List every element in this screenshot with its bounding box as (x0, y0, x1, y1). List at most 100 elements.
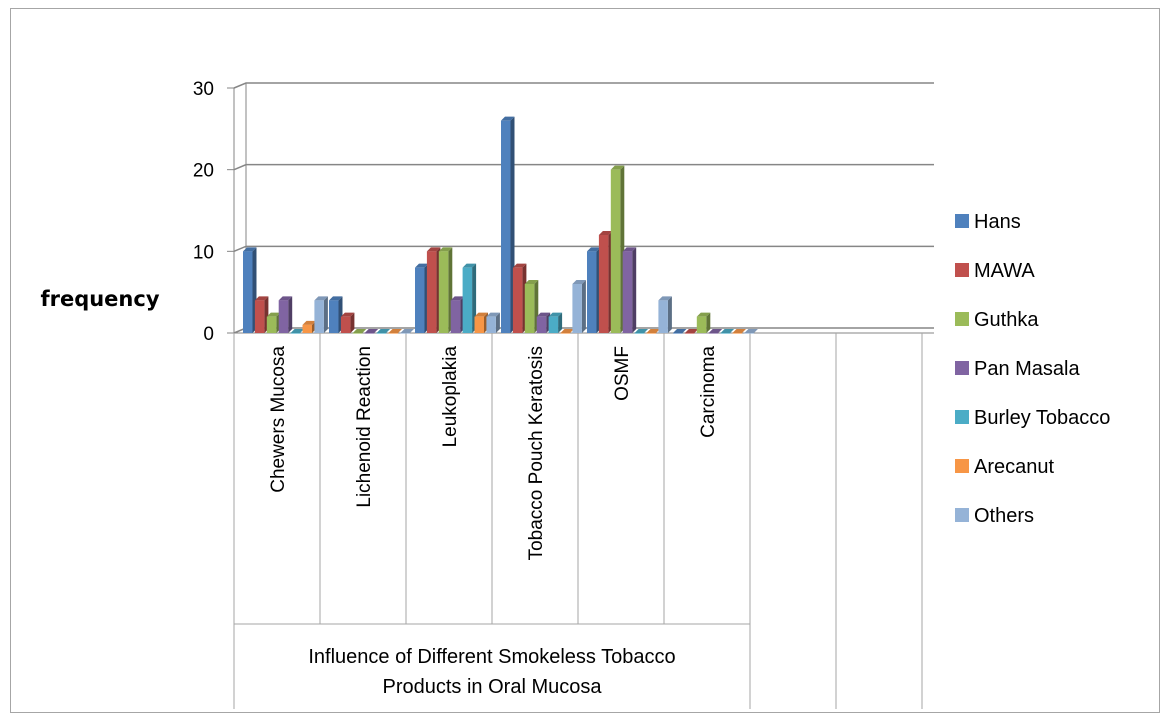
legend-swatch-pan-masala (955, 361, 969, 375)
bar-pan-masala-5 (622, 251, 633, 333)
bar-mawa-1 (254, 300, 265, 333)
bar-others-6-top (744, 329, 758, 333)
bar-burley-tobacco-4-side (558, 312, 563, 333)
bar-guthka-3 (438, 251, 449, 333)
bar-burley-tobacco-6-top (720, 329, 735, 333)
legend-label-mawa: MAWA (974, 260, 1035, 282)
x-tick-label-6: Carcinoma (698, 346, 719, 438)
bar-arecanut-1-top (302, 320, 316, 325)
bar-guthka-2-top (352, 329, 367, 333)
bar-mawa-4-top (512, 263, 527, 268)
bar-arecanut-2-top (388, 329, 402, 333)
bar-pan-masala-1-side (288, 296, 293, 333)
x-tick-label-4: Tobacco Pouch Keratosis (526, 346, 547, 560)
bar-arecanut-6-top (732, 329, 746, 333)
y-axis-title: frequency (40, 287, 159, 311)
bar-burley-tobacco-3 (462, 267, 473, 333)
bar-mawa-1-top (254, 296, 269, 301)
bar-guthka-5-top (610, 165, 625, 170)
bar-mawa-2-top (340, 312, 355, 317)
bar-guthka-1 (266, 316, 277, 333)
bar-hans-3-top (415, 263, 429, 268)
bar-burley-tobacco-2-top (376, 329, 391, 333)
legend-swatch-burley-tobacco (955, 410, 969, 424)
legend-label-hans: Hans (974, 211, 1021, 233)
bar-guthka-2 (352, 333, 363, 334)
x-group-label-line-1: Influence of Different Smokeless Tobacco (308, 646, 675, 668)
bar-burley-tobacco-2 (376, 333, 387, 334)
x-tick-label-5: OSMF (612, 346, 633, 401)
legend-label-others: Others (974, 505, 1034, 527)
bar-pan-masala-5-side (632, 247, 637, 333)
bar-pan-masala-4-top (536, 312, 551, 317)
bar-burley-tobacco-5-top (634, 329, 649, 333)
bar-others-1-side (323, 296, 328, 333)
bar-mawa-5 (598, 235, 609, 333)
chart-frame (10, 8, 1160, 713)
bar-pan-masala-6-top (708, 329, 723, 333)
bar-burley-tobacco-3-side (472, 263, 477, 333)
legend-swatch-mawa (955, 263, 969, 277)
bar-pan-masala-5-top (622, 247, 637, 252)
bar-others-3 (486, 316, 496, 333)
legend-label-burley-tobacco: Burley Tobacco (974, 407, 1110, 429)
bar-hans-1 (243, 251, 253, 333)
legend-label-arecanut: Arecanut (974, 456, 1054, 478)
bar-others-1 (314, 300, 324, 333)
bar-hans-3 (415, 267, 425, 333)
bar-hans-4 (501, 120, 511, 334)
legend-swatch-hans (955, 214, 969, 228)
bar-hans-4-top (501, 116, 515, 121)
bar-pan-masala-1-top (278, 296, 293, 301)
bar-guthka-6 (696, 316, 707, 333)
x-tick-label-3: Leukoplakia (440, 346, 461, 448)
bar-hans-1-top (243, 247, 257, 252)
bar-pan-masala-2 (364, 333, 375, 334)
bar-hans-6-top (673, 329, 687, 333)
bar-others-1-top (314, 296, 328, 301)
bar-burley-tobacco-1 (290, 333, 301, 334)
bar-burley-tobacco-6 (720, 333, 731, 334)
bar-burley-tobacco-4 (548, 316, 559, 333)
bar-mawa-4 (512, 267, 523, 333)
bar-others-6 (744, 333, 754, 334)
bar-arecanut-3 (474, 316, 484, 333)
bar-mawa-2-side (350, 312, 355, 333)
bar-guthka-3-top (438, 247, 453, 252)
bar-hans-5 (587, 251, 597, 333)
bar-burley-tobacco-4-top (548, 312, 563, 317)
gridline-10 (233, 245, 934, 253)
bar-hans-6 (673, 333, 683, 334)
legend-swatch-arecanut (955, 459, 969, 473)
bar-others-3-top (486, 312, 500, 317)
bar-mawa-3-top (426, 247, 441, 252)
bar-burley-tobacco-5 (634, 333, 645, 334)
y-tick-label-10: 10 (193, 242, 214, 263)
bar-guthka-6-side (706, 312, 711, 333)
bar-others-4-side (581, 280, 586, 333)
bar-hans-5-top (587, 247, 601, 252)
bar-guthka-6-top (696, 312, 711, 317)
bar-mawa-6-top (684, 329, 699, 333)
bar-arecanut-2 (388, 333, 398, 334)
bar-hans-2 (329, 300, 339, 333)
gridline-30 (233, 82, 934, 89)
bar-mawa-5-top (598, 231, 613, 235)
bar-guthka-4-top (524, 280, 539, 284)
bar-arecanut-5 (646, 333, 656, 334)
x-group-label-line-2: Products in Oral Mucosa (383, 676, 603, 698)
bar-others-3-side (495, 312, 500, 333)
bar-others-2 (400, 333, 410, 334)
bar-guthka-4 (524, 284, 535, 333)
bar-arecanut-5-top (646, 329, 660, 333)
y-tick-label-0: 0 (203, 324, 214, 345)
bar-others-4 (572, 284, 582, 333)
bar-pan-masala-1 (278, 300, 289, 333)
legend-swatch-guthka (955, 312, 969, 326)
x-tick-label-1: Chewers Mucosa (268, 346, 289, 493)
bar-burley-tobacco-3-top (462, 263, 477, 268)
bar-mawa-2 (340, 316, 351, 333)
y-tick-label-30: 30 (193, 79, 214, 100)
bar-arecanut-6 (732, 333, 742, 334)
